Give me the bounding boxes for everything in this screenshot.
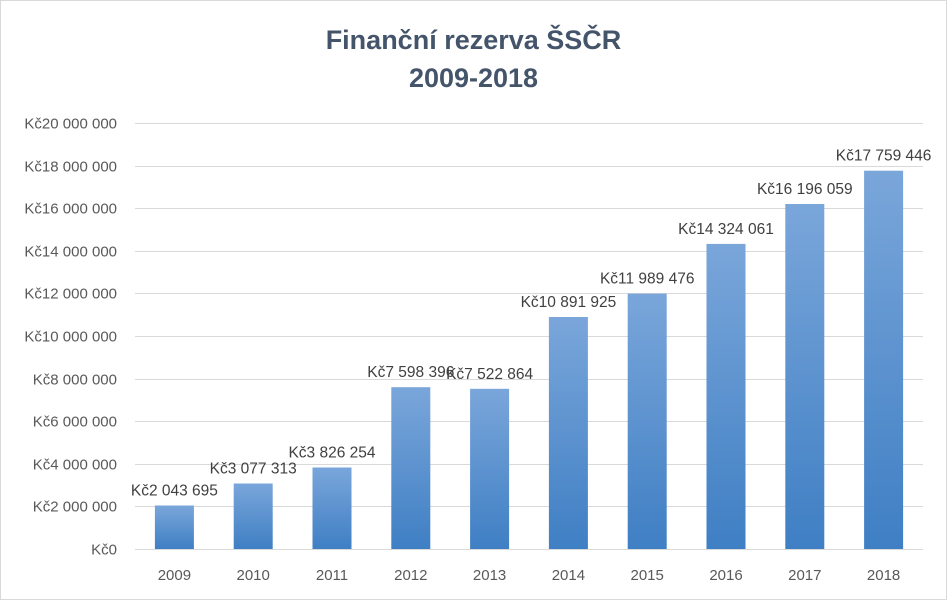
bar-2018 xyxy=(864,170,904,549)
data-label-2013: Kč7 522 864 xyxy=(446,366,533,383)
data-label-2012: Kč7 598 396 xyxy=(367,364,454,381)
x-tick-label: 2018 xyxy=(867,567,900,584)
data-label-2017: Kč16 196 059 xyxy=(757,181,853,198)
bars xyxy=(154,170,904,549)
data-label-2010: Kč3 077 313 xyxy=(210,461,297,478)
x-tick-label: 2012 xyxy=(394,567,427,584)
bar-2014 xyxy=(548,317,588,549)
y-tick-label: Kč10 000 000 xyxy=(24,329,117,346)
x-tick-label: 2014 xyxy=(552,567,585,584)
y-tick-label: Kč18 000 000 xyxy=(24,159,117,176)
y-tick-label: Kč20 000 000 xyxy=(24,116,117,133)
bar-2016 xyxy=(706,243,746,549)
y-tick-label: Kč12 000 000 xyxy=(24,286,117,303)
bar-2017 xyxy=(785,204,825,549)
y-tick-label: Kč2 000 000 xyxy=(33,499,117,516)
y-tick-label: Kč4 000 000 xyxy=(33,457,117,474)
x-axis-ticks: 2009 2010 2011 2012 2013 2014 2015 2016 2017 2018 xyxy=(158,567,901,584)
bar-2015 xyxy=(627,293,667,549)
x-tick-label: 2017 xyxy=(788,567,821,584)
data-label-2009: Kč2 043 695 xyxy=(131,483,218,500)
data-label-2011: Kč3 826 254 xyxy=(288,445,375,462)
bar-2013 xyxy=(470,388,510,549)
bar-2012 xyxy=(391,387,431,549)
bar-2009 xyxy=(154,505,194,549)
x-tick-label: 2011 xyxy=(316,567,348,584)
x-tick-label: 2013 xyxy=(473,567,506,584)
x-tick-label: 2016 xyxy=(709,567,742,584)
data-label-2016: Kč14 324 061 xyxy=(678,221,774,238)
y-tick-label: Kč6 000 000 xyxy=(33,414,117,431)
y-tick-label: Kč16 000 000 xyxy=(24,201,117,218)
y-tick-label: Kč8 000 000 xyxy=(33,372,117,389)
y-tick-label: Kč0 xyxy=(91,542,117,559)
x-tick-label: 2009 xyxy=(158,567,191,584)
data-label-2014: Kč10 891 925 xyxy=(521,294,617,311)
x-tick-label: 2010 xyxy=(237,567,270,584)
data-label-2015: Kč11 989 476 xyxy=(600,271,695,288)
y-axis-ticks: Kč0 Kč2 000 000 Kč4 000 000 Kč6 000 000 Kč8 … xyxy=(24,116,117,559)
y-tick-label: Kč14 000 000 xyxy=(24,244,117,261)
bar-2011 xyxy=(312,467,352,549)
chart-subtitle: 2009-2018 xyxy=(408,63,539,93)
bar-2010 xyxy=(233,483,273,549)
chart-title: Finanční rezerva ŠSČR xyxy=(325,25,622,55)
data-label-2018: Kč17 759 446 xyxy=(836,148,932,165)
x-tick-label: 2015 xyxy=(631,567,664,584)
